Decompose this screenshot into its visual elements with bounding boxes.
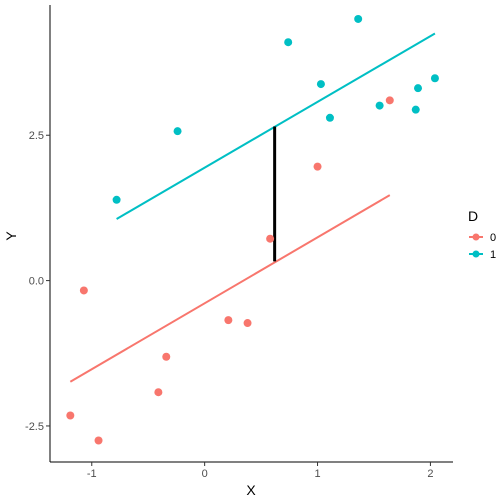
point-series-0-0 — [66, 411, 75, 420]
fit-line-series-1 — [116, 32, 436, 220]
y-axis-title: Y — [3, 231, 19, 241]
point-series-0-6 — [243, 319, 252, 328]
legend: D 01 — [468, 208, 496, 261]
x-tick-label: 2 — [427, 468, 433, 480]
point-series-0-1 — [94, 436, 103, 445]
point-series-1-9 — [430, 74, 439, 83]
y-tick-label: -2.5 — [25, 421, 44, 433]
legend-keys: 01 — [469, 232, 496, 261]
x-tick-label: 0 — [202, 468, 208, 480]
y-ticks: -2.5 0.0 2.5 — [25, 130, 50, 433]
point-series-1-6 — [375, 101, 384, 110]
legend-label-0: 0 — [490, 232, 496, 244]
legend-key-point-0 — [472, 233, 480, 241]
point-series-1-3 — [316, 80, 325, 89]
fit-line-series-0 — [69, 194, 391, 383]
axes — [49, 5, 453, 463]
point-series-1-5 — [354, 14, 363, 23]
point-series-0-2 — [79, 286, 88, 295]
point-series-1-1 — [173, 127, 182, 136]
point-series-0-9 — [385, 96, 394, 105]
point-series-0-4 — [162, 352, 171, 361]
point-series-1-8 — [414, 84, 423, 93]
point-series-1-0 — [112, 195, 121, 204]
y-tick-label: 0.0 — [29, 276, 44, 288]
x-tick-label: 1 — [314, 468, 320, 480]
point-series-0-3 — [154, 388, 163, 397]
point-series-0-5 — [224, 316, 233, 325]
legend-label-1: 1 — [490, 249, 496, 261]
point-series-1-4 — [325, 113, 334, 122]
x-tick-label: -1 — [87, 468, 97, 480]
legend-title: D — [468, 208, 478, 224]
point-series-1-2 — [284, 38, 293, 47]
plot-points — [66, 14, 439, 445]
point-series-1-7 — [411, 105, 420, 114]
legend-key-point-1 — [472, 250, 480, 258]
point-series-0-8 — [313, 162, 322, 171]
y-tick-label: 2.5 — [29, 130, 44, 142]
point-series-0-7 — [266, 234, 275, 243]
x-ticks: -1 0 1 2 — [87, 462, 433, 480]
plot-lines — [69, 32, 436, 383]
x-axis-title: X — [246, 482, 256, 498]
